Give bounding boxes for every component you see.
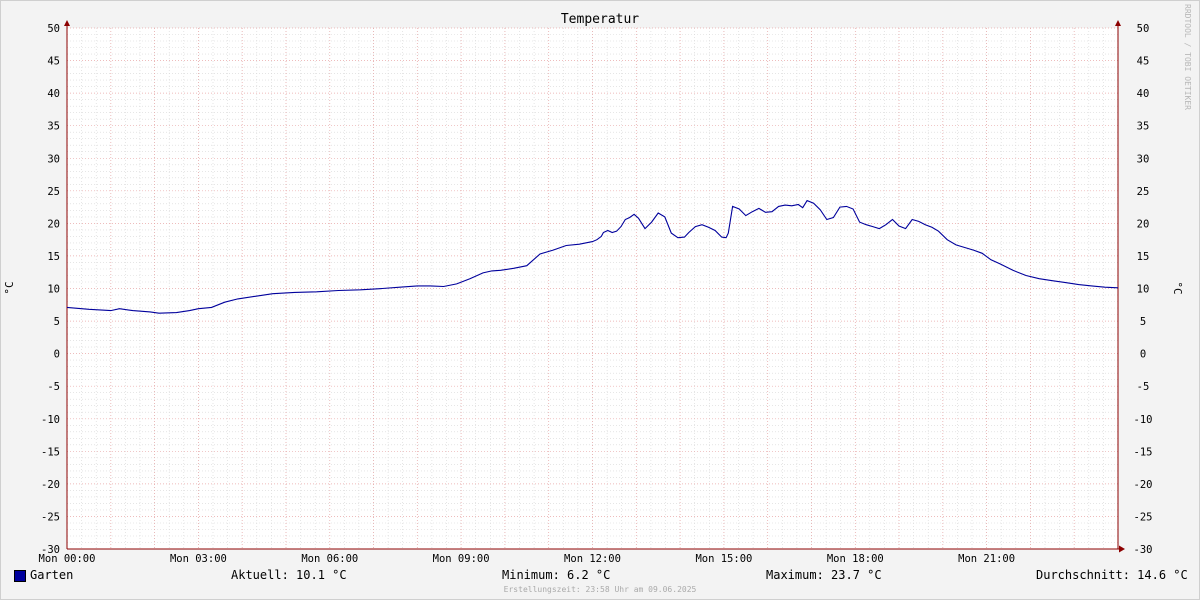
x-axis-arrow [1119, 545, 1125, 553]
legend-minimum: Minimum: 6.2 °C [502, 568, 611, 582]
major-grid [66, 27, 1119, 550]
y-tick-label-right: -25 [1134, 511, 1153, 523]
y-axis-label-left: °C [3, 281, 16, 294]
y-tick-label-right: -10 [1134, 414, 1153, 426]
y-tick-label-right: 10 [1137, 284, 1150, 296]
y-tick-label-right: 15 [1137, 251, 1150, 263]
axes [64, 20, 1125, 553]
x-tick-label: Mon 09:00 [433, 553, 490, 565]
y-tick-label-left: 40 [47, 88, 60, 100]
x-tick-label: Mon 15:00 [695, 553, 752, 565]
x-tick-label: Mon 12:00 [564, 553, 621, 565]
rrdtool-watermark: RRDTOOL / TOBI OETIKER [1183, 4, 1192, 110]
y-tick-label-right: 30 [1137, 153, 1150, 165]
y-tick-label-left: 10 [47, 284, 60, 296]
y-tick-label-right: 20 [1137, 218, 1150, 230]
y-tick-label-right: 50 [1137, 23, 1150, 35]
legend-durchschnitt: Durchschnitt: 14.6 °C [1036, 568, 1188, 582]
y-tick-label-left: 45 [47, 56, 60, 68]
legend-maximum: Maximum: 23.7 °C [766, 568, 882, 582]
legend-aktuell: Aktuell: 10.1 °C [231, 568, 347, 582]
y-tick-label-right: -30 [1134, 544, 1153, 556]
x-tick-label: Mon 21:00 [958, 553, 1015, 565]
series-line-garten [66, 199, 1119, 314]
x-tick-label: Mon 03:00 [170, 553, 227, 565]
y-tick-label-right: 35 [1137, 121, 1150, 133]
y-tick-label-left: 30 [47, 153, 60, 165]
x-tick-label: Mon 18:00 [827, 553, 884, 565]
y-axis-label-right: °C [1171, 281, 1184, 294]
y-tick-label-left: -15 [41, 446, 60, 458]
x-tick-label: Mon 06:00 [301, 553, 358, 565]
y-tick-label-right: -5 [1137, 381, 1150, 393]
y-tick-label-right: 40 [1137, 88, 1150, 100]
y-axis-right-arrow [1115, 20, 1121, 26]
y-tick-label-left: -10 [41, 414, 60, 426]
y-tick-label-right: 0 [1140, 349, 1146, 361]
y-tick-label-left: 5 [54, 316, 60, 328]
y-tick-label-left: 0 [54, 349, 60, 361]
y-tick-label-left: 25 [47, 186, 60, 198]
legend-swatch [14, 570, 26, 582]
y-tick-label-left: 15 [47, 251, 60, 263]
creation-time: Erstellungszeit: 23:58 Uhr am 09.06.2025 [503, 585, 697, 594]
y-tick-label-right: 25 [1137, 186, 1150, 198]
y-tick-label-right: 45 [1137, 56, 1150, 68]
y-axis-left-arrow [64, 20, 70, 26]
legend-series-name: Garten [30, 568, 74, 582]
y-tick-label-left: -20 [41, 479, 60, 491]
y-tick-label-right: 5 [1140, 316, 1146, 328]
y-tick-label-left: 20 [47, 218, 60, 230]
y-tick-label-left: -30 [41, 544, 60, 556]
x-tick-label: Mon 00:00 [39, 553, 96, 565]
y-tick-label-left: 35 [47, 121, 60, 133]
y-tick-label-left: -25 [41, 511, 60, 523]
y-tick-label-left: 50 [47, 23, 60, 35]
y-tick-label-left: -5 [47, 381, 60, 393]
y-tick-label-right: -20 [1134, 479, 1153, 491]
chart-title: Temperatur [561, 12, 639, 27]
y-tick-label-right: -15 [1134, 446, 1153, 458]
x-tick-labels: Mon 00:00 Mon 03:00 Mon 06:00 Mon 09:00 Mon … [39, 553, 1016, 565]
